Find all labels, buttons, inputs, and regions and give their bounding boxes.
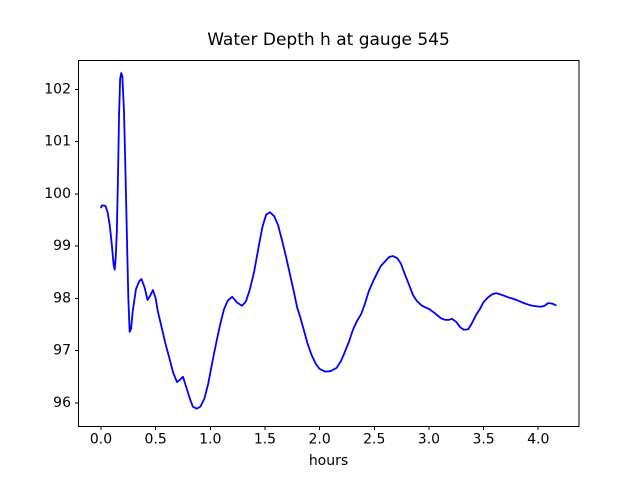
y-tick-label: 99: [53, 238, 71, 254]
y-tick-label: 102: [44, 81, 71, 97]
x-tick-label: 1.0: [199, 432, 221, 448]
x-tick-label: 2.5: [363, 432, 385, 448]
x-axis-label: hours: [308, 453, 349, 469]
x-tick-label: 0.0: [90, 432, 112, 448]
y-tick-label: 97: [53, 343, 71, 359]
chart-title: Water Depth h at gauge 545: [207, 30, 450, 50]
y-tick-label: 101: [44, 134, 71, 150]
axes-frame: [78, 60, 580, 427]
x-tick-label: 3.5: [472, 432, 494, 448]
x-tick-label: 4.0: [527, 432, 549, 448]
x-tick-label: 3.0: [418, 432, 440, 448]
x-tick-label: 0.5: [145, 432, 167, 448]
water-depth-h-line: [100, 72, 557, 410]
y-tick-label: 98: [53, 290, 71, 306]
x-tick-label: 1.5: [254, 432, 276, 448]
y-tick-label: 100: [44, 186, 71, 202]
y-tick-label: 96: [53, 395, 71, 411]
x-tick-label: 2.0: [308, 432, 330, 448]
